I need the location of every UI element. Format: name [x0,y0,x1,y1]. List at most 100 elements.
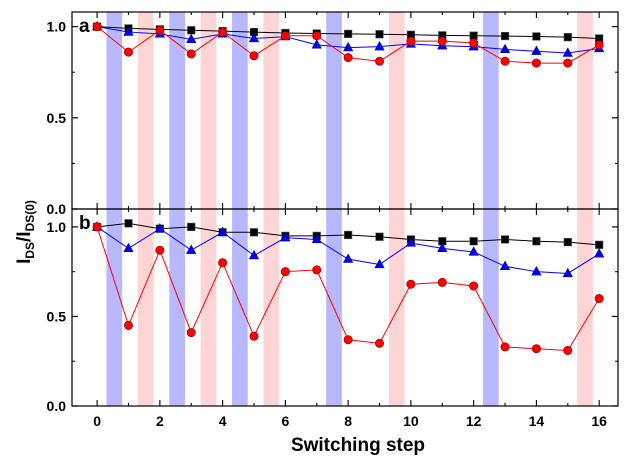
point-a-triangle-9 [374,40,385,51]
point-b-circle-1 [123,320,133,330]
point-b-square-8 [344,230,353,240]
point-b-triangle-1 [123,242,134,253]
point-b-circle-14 [531,344,541,354]
band-a-9 [577,12,593,209]
xtick-label-3: 6 [281,413,289,429]
frame-b [71,208,619,407]
point-b-circle-15 [563,345,573,355]
axes-frame [71,11,619,407]
band-a-7 [388,12,405,209]
point-a-triangle-7 [311,39,322,49]
point-b-circle-8 [343,335,353,345]
point-a-triangle-5 [248,32,260,43]
band-a-4 [232,12,248,209]
ytick-label-b-2: 1.0 [47,219,67,235]
ytick-label-a-0: 0.0 [47,201,67,217]
point-a-circle-2 [155,25,165,35]
point-b-circle-11 [437,277,447,287]
xtick-label-6: 12 [466,413,482,429]
point-a-circle-8 [343,53,353,63]
point-a-circle-5 [249,51,259,61]
point-a-triangle-14 [531,45,542,55]
xtick-label-0: 0 [93,413,101,429]
point-b-square-1 [124,219,133,228]
point-b-triangle-2 [154,223,165,233]
band-b-1 [137,209,154,406]
point-b-circle-10 [406,279,416,289]
band-a-3 [200,12,217,209]
panel-label-a: a [79,16,90,37]
point-a-circle-3 [186,49,196,59]
point-b-triangle-11 [437,242,448,253]
ytick-label-b-1: 0.5 [47,308,67,324]
ytick-label-b-0: 0.0 [47,398,67,414]
point-a-circle-16 [594,40,604,50]
point-b-circle-5 [249,331,259,341]
y-axis-title-sub1: DS [23,242,37,259]
point-b-triangle-5 [248,249,260,260]
band-b-0 [106,209,123,406]
point-a-circle-0 [92,22,102,32]
point-a-triangle-8 [343,41,354,52]
point-a-circle-6 [280,31,290,41]
point-b-triangle-9 [374,258,385,269]
xtick-label-1: 2 [156,413,164,429]
band-b-3 [200,209,217,406]
band-a-1 [137,12,154,209]
panel-label-b: b [79,213,91,234]
point-a-square-12 [469,31,478,40]
point-a-circle-12 [469,38,479,48]
band-a-5 [263,12,280,209]
point-b-triangle-16 [594,248,605,258]
point-a-circle-14 [531,58,541,68]
y-axis-title-main: I [14,259,35,264]
band-b-2 [169,209,185,406]
point-b-square-9 [375,232,384,241]
point-a-triangle-1 [123,26,134,36]
ytick-label-a-2: 1.0 [47,19,67,35]
point-b-triangle-15 [562,267,573,278]
point-b-triangle-8 [343,253,354,263]
point-b-square-15 [563,238,572,247]
point-a-circle-9 [375,56,385,66]
band-a-0 [106,12,123,209]
point-a-square-9 [375,30,384,39]
point-a-circle-1 [123,47,133,57]
band-a-8 [483,12,499,209]
xtick-label-2: 4 [219,413,227,429]
point-a-circle-13 [500,56,510,66]
xtick-label-8: 16 [591,413,607,429]
point-b-square-3 [187,222,196,232]
point-b-circle-16 [594,294,604,304]
point-b-square-16 [595,240,604,249]
point-b-circle-3 [186,328,196,338]
y-axis-title-mid: /I [14,231,35,242]
band-b-8 [483,209,499,406]
frame-a [71,11,619,210]
point-b-circle-12 [469,281,479,291]
point-b-triangle-3 [186,244,197,254]
point-b-triangle-4 [217,226,228,236]
xtick-label-5: 10 [403,413,419,429]
band-b-4 [232,209,248,406]
point-b-square-5 [249,228,259,237]
ytick-label-a-1: 0.5 [47,110,67,126]
point-a-square-13 [500,31,510,41]
band-b-5 [263,209,280,406]
point-b-triangle-13 [499,260,511,270]
band-b-9 [577,209,593,406]
point-b-square-14 [532,237,541,246]
band-a-2 [169,12,185,209]
point-b-circle-6 [280,267,290,277]
point-a-square-3 [187,26,196,35]
point-a-square-15 [563,33,572,42]
point-b-circle-0 [92,222,102,232]
band-b-7 [388,209,405,406]
point-a-circle-11 [437,36,447,46]
point-b-square-12 [469,237,478,246]
data-series [91,20,605,355]
y-axis-title-sub2: DS(0) [23,200,37,231]
band-a-6 [326,12,342,209]
x-axis-title: Switching step [291,435,425,456]
